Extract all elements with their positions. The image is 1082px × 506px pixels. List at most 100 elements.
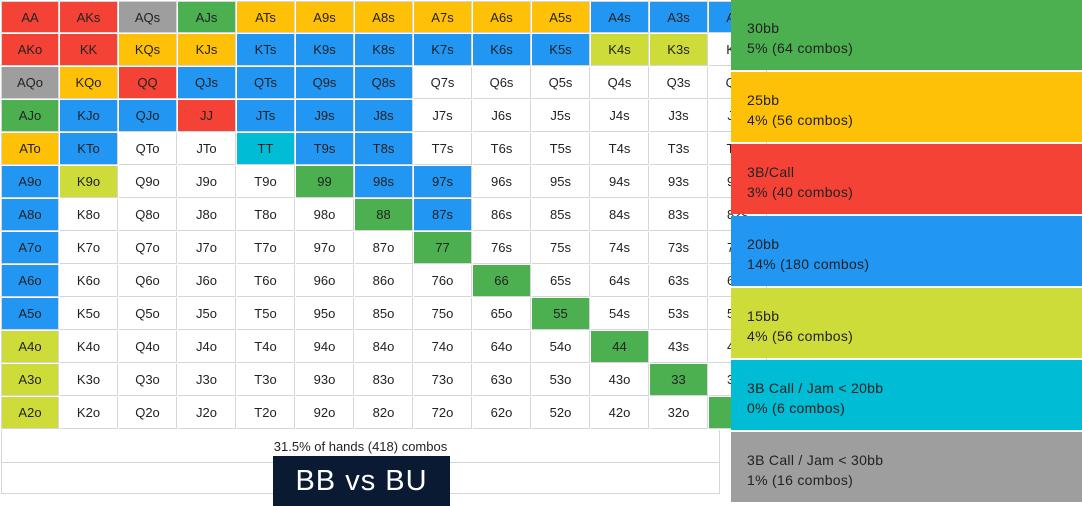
hand-cell[interactable]: T8s bbox=[355, 133, 413, 165]
hand-cell[interactable]: AJs bbox=[178, 1, 236, 33]
hand-cell[interactable]: 95s bbox=[532, 166, 590, 198]
hand-cell[interactable]: Q5o bbox=[119, 298, 177, 330]
hand-cell[interactable]: JJ bbox=[178, 100, 236, 132]
hand-cell[interactable]: 85o bbox=[355, 298, 413, 330]
hand-cell[interactable]: 73s bbox=[650, 232, 708, 264]
hand-cell[interactable]: K6s bbox=[473, 34, 531, 66]
hand-cell[interactable]: AA bbox=[1, 1, 59, 33]
hand-cell[interactable]: J2o bbox=[178, 397, 236, 429]
hand-cell[interactable]: T6o bbox=[237, 265, 295, 297]
hand-cell[interactable]: 84o bbox=[355, 331, 413, 363]
hand-cell[interactable]: A9o bbox=[1, 166, 59, 198]
hand-cell[interactable]: A4s bbox=[591, 1, 649, 33]
hand-cell[interactable]: 66 bbox=[473, 265, 531, 297]
hand-cell[interactable]: K5o bbox=[60, 298, 118, 330]
hand-cell[interactable]: J3o bbox=[178, 364, 236, 396]
hand-cell[interactable]: 75s bbox=[532, 232, 590, 264]
hand-cell[interactable]: Q7o bbox=[119, 232, 177, 264]
hand-cell[interactable]: 63s bbox=[650, 265, 708, 297]
hand-cell[interactable]: QTs bbox=[237, 67, 295, 99]
hand-cell[interactable]: 43o bbox=[591, 364, 649, 396]
hand-cell[interactable]: QJo bbox=[119, 100, 177, 132]
hand-cell[interactable]: 77 bbox=[414, 232, 472, 264]
hand-cell[interactable]: T4o bbox=[237, 331, 295, 363]
hand-cell[interactable]: 65o bbox=[473, 298, 531, 330]
hand-cell[interactable]: 97o bbox=[296, 232, 354, 264]
hand-cell[interactable]: J5s bbox=[532, 100, 590, 132]
hand-cell[interactable]: K3o bbox=[60, 364, 118, 396]
hand-cell[interactable]: 88 bbox=[355, 199, 413, 231]
hand-cell[interactable]: 52o bbox=[532, 397, 590, 429]
hand-cell[interactable]: K5s bbox=[532, 34, 590, 66]
hand-cell[interactable]: Q8s bbox=[355, 67, 413, 99]
hand-cell[interactable]: T9o bbox=[237, 166, 295, 198]
hand-cell[interactable]: 83s bbox=[650, 199, 708, 231]
hand-cell[interactable]: T9s bbox=[296, 133, 354, 165]
hand-cell[interactable]: 74s bbox=[591, 232, 649, 264]
hand-cell[interactable]: Q6s bbox=[473, 67, 531, 99]
hand-cell[interactable]: 64o bbox=[473, 331, 531, 363]
hand-cell[interactable]: T7s bbox=[414, 133, 472, 165]
hand-cell[interactable]: JTo bbox=[178, 133, 236, 165]
hand-cell[interactable]: A8s bbox=[355, 1, 413, 33]
hand-cell[interactable]: Q8o bbox=[119, 199, 177, 231]
hand-cell[interactable]: 98s bbox=[355, 166, 413, 198]
hand-cell[interactable]: Q7s bbox=[414, 67, 472, 99]
hand-cell[interactable]: 94o bbox=[296, 331, 354, 363]
hand-cell[interactable]: J8o bbox=[178, 199, 236, 231]
hand-cell[interactable]: AQs bbox=[119, 1, 177, 33]
hand-cell[interactable]: 93o bbox=[296, 364, 354, 396]
hand-cell[interactable]: A9s bbox=[296, 1, 354, 33]
hand-cell[interactable]: A3o bbox=[1, 364, 59, 396]
hand-cell[interactable]: J4s bbox=[591, 100, 649, 132]
hand-cell[interactable]: Q3s bbox=[650, 67, 708, 99]
hand-cell[interactable]: 73o bbox=[414, 364, 472, 396]
hand-cell[interactable]: J9o bbox=[178, 166, 236, 198]
hand-cell[interactable]: Q3o bbox=[119, 364, 177, 396]
hand-cell[interactable]: K9s bbox=[296, 34, 354, 66]
hand-cell[interactable]: 87o bbox=[355, 232, 413, 264]
hand-cell[interactable]: 54o bbox=[532, 331, 590, 363]
hand-cell[interactable]: A3s bbox=[650, 1, 708, 33]
hand-cell[interactable]: 33 bbox=[650, 364, 708, 396]
hand-cell[interactable]: QJs bbox=[178, 67, 236, 99]
hand-cell[interactable]: 86s bbox=[473, 199, 531, 231]
hand-cell[interactable]: 44 bbox=[591, 331, 649, 363]
hand-cell[interactable]: QTo bbox=[119, 133, 177, 165]
hand-cell[interactable]: Q4o bbox=[119, 331, 177, 363]
hand-cell[interactable]: K6o bbox=[60, 265, 118, 297]
hand-cell[interactable]: J5o bbox=[178, 298, 236, 330]
hand-cell[interactable]: 74o bbox=[414, 331, 472, 363]
hand-cell[interactable]: J6s bbox=[473, 100, 531, 132]
hand-cell[interactable]: KJo bbox=[60, 100, 118, 132]
hand-cell[interactable]: 63o bbox=[473, 364, 531, 396]
hand-cell[interactable]: 98o bbox=[296, 199, 354, 231]
hand-cell[interactable]: 62o bbox=[473, 397, 531, 429]
hand-cell[interactable]: 55 bbox=[532, 298, 590, 330]
hand-cell[interactable]: Q4s bbox=[591, 67, 649, 99]
hand-cell[interactable]: 53o bbox=[532, 364, 590, 396]
hand-cell[interactable]: 65s bbox=[532, 265, 590, 297]
hand-cell[interactable]: 94s bbox=[591, 166, 649, 198]
hand-cell[interactable]: 72o bbox=[414, 397, 472, 429]
hand-cell[interactable]: T2o bbox=[237, 397, 295, 429]
hand-cell[interactable]: KQo bbox=[60, 67, 118, 99]
hand-cell[interactable]: K3s bbox=[650, 34, 708, 66]
hand-cell[interactable]: 76s bbox=[473, 232, 531, 264]
hand-cell[interactable]: Q5s bbox=[532, 67, 590, 99]
hand-cell[interactable]: T5o bbox=[237, 298, 295, 330]
hand-cell[interactable]: K8s bbox=[355, 34, 413, 66]
hand-cell[interactable]: 76o bbox=[414, 265, 472, 297]
hand-cell[interactable]: 84s bbox=[591, 199, 649, 231]
hand-cell[interactable]: A5o bbox=[1, 298, 59, 330]
hand-cell[interactable]: K9o bbox=[60, 166, 118, 198]
hand-cell[interactable]: Q6o bbox=[119, 265, 177, 297]
hand-cell[interactable]: A6s bbox=[473, 1, 531, 33]
hand-cell[interactable]: T3o bbox=[237, 364, 295, 396]
hand-cell[interactable]: KK bbox=[60, 34, 118, 66]
hand-cell[interactable]: 54s bbox=[591, 298, 649, 330]
hand-cell[interactable]: A8o bbox=[1, 199, 59, 231]
hand-cell[interactable]: 64s bbox=[591, 265, 649, 297]
hand-cell[interactable]: J7s bbox=[414, 100, 472, 132]
hand-cell[interactable]: TT bbox=[237, 133, 295, 165]
